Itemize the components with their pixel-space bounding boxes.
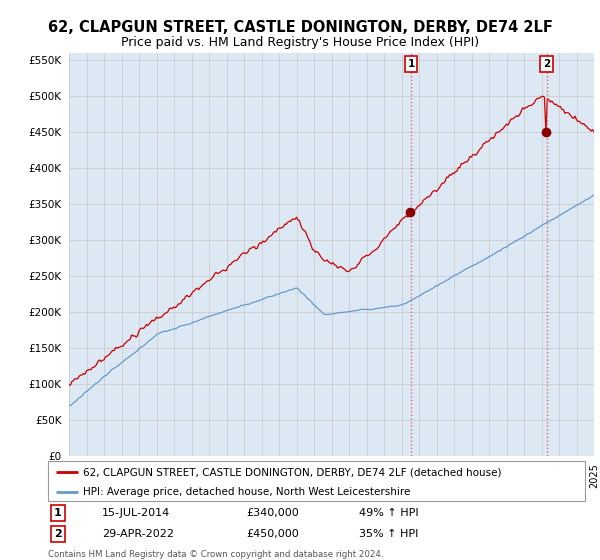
Text: 1: 1 [407, 59, 415, 69]
Text: HPI: Average price, detached house, North West Leicestershire: HPI: Average price, detached house, Nort… [83, 487, 410, 497]
Text: 2: 2 [543, 59, 550, 69]
Text: 2: 2 [54, 529, 62, 539]
Text: 49% ↑ HPI: 49% ↑ HPI [359, 508, 419, 518]
Text: Price paid vs. HM Land Registry's House Price Index (HPI): Price paid vs. HM Land Registry's House … [121, 36, 479, 49]
Text: 62, CLAPGUN STREET, CASTLE DONINGTON, DERBY, DE74 2LF: 62, CLAPGUN STREET, CASTLE DONINGTON, DE… [47, 20, 553, 35]
Text: 29-APR-2022: 29-APR-2022 [102, 529, 174, 539]
Text: £340,000: £340,000 [247, 508, 299, 518]
Text: 1: 1 [54, 508, 62, 518]
Text: 62, CLAPGUN STREET, CASTLE DONINGTON, DERBY, DE74 2LF (detached house): 62, CLAPGUN STREET, CASTLE DONINGTON, DE… [83, 467, 502, 477]
Text: £450,000: £450,000 [247, 529, 299, 539]
Text: 35% ↑ HPI: 35% ↑ HPI [359, 529, 419, 539]
Text: 15-JUL-2014: 15-JUL-2014 [102, 508, 170, 518]
FancyBboxPatch shape [48, 461, 585, 501]
Text: Contains HM Land Registry data © Crown copyright and database right 2024.
This d: Contains HM Land Registry data © Crown c… [48, 550, 383, 560]
